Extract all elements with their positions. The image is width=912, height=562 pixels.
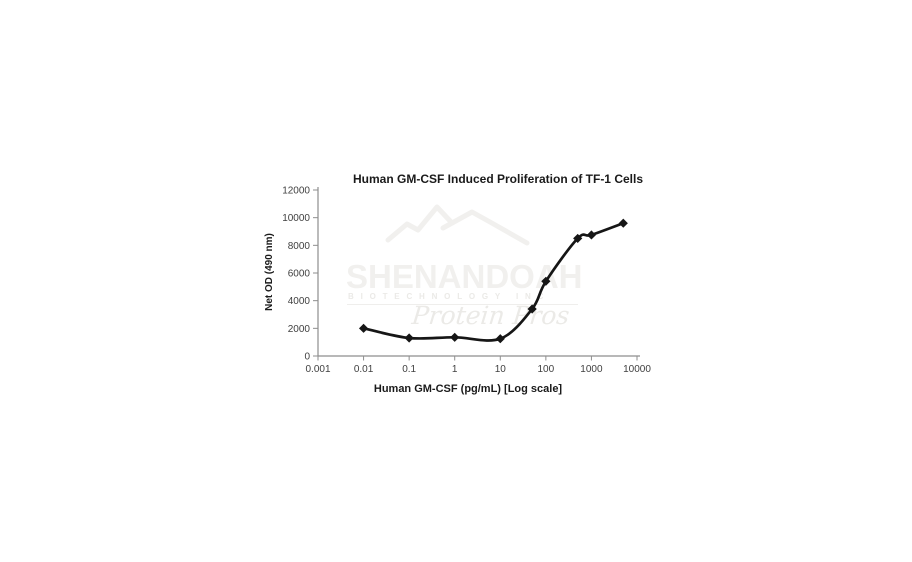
data-point-marker bbox=[495, 334, 505, 344]
y-tick-label: 10000 bbox=[282, 213, 310, 224]
mountain-left-ridge bbox=[385, 204, 455, 243]
data-point-marker bbox=[541, 276, 551, 286]
mountain-logo-watermark bbox=[385, 204, 530, 246]
chart-title: Human GM-CSF Induced Proliferation of TF… bbox=[352, 172, 643, 186]
mountain-right-ridge bbox=[440, 209, 530, 246]
x-tick-label: 10000 bbox=[623, 364, 651, 375]
y-tick-label: 12000 bbox=[282, 186, 310, 197]
data-point-marker bbox=[450, 332, 460, 342]
y-tick-label: 8000 bbox=[288, 241, 311, 252]
data-point-marker bbox=[618, 218, 628, 228]
data-point-marker bbox=[404, 333, 414, 343]
data-point-marker bbox=[527, 304, 537, 314]
x-tick-label: 1 bbox=[452, 364, 458, 375]
x-tick-label: 0.01 bbox=[354, 364, 374, 375]
x-tick-label: 100 bbox=[538, 364, 555, 375]
x-tick-label: 1000 bbox=[580, 364, 603, 375]
y-tick-label: 2000 bbox=[288, 324, 311, 335]
y-tick-label: 4000 bbox=[288, 296, 311, 307]
x-tick-label: 0.1 bbox=[402, 364, 416, 375]
watermark-divider-line bbox=[347, 304, 578, 305]
data-point-marker bbox=[573, 233, 583, 244]
watermark-subtitle-text: BIOTECHNOLOGY INC bbox=[348, 292, 551, 301]
x-tick-label: 0.001 bbox=[305, 364, 330, 375]
x-axis-label: Human GM-CSF (pg/mL) [Log scale] bbox=[373, 383, 563, 395]
data-point-marker bbox=[358, 323, 369, 333]
y-axis-label: Net OD (490 nm) bbox=[264, 233, 275, 311]
y-tick-label: 6000 bbox=[288, 269, 311, 280]
data-series-line bbox=[362, 221, 625, 342]
y-tick-label: 0 bbox=[304, 352, 310, 363]
x-tick-label: 10 bbox=[495, 364, 507, 375]
data-point-marker bbox=[586, 230, 597, 240]
